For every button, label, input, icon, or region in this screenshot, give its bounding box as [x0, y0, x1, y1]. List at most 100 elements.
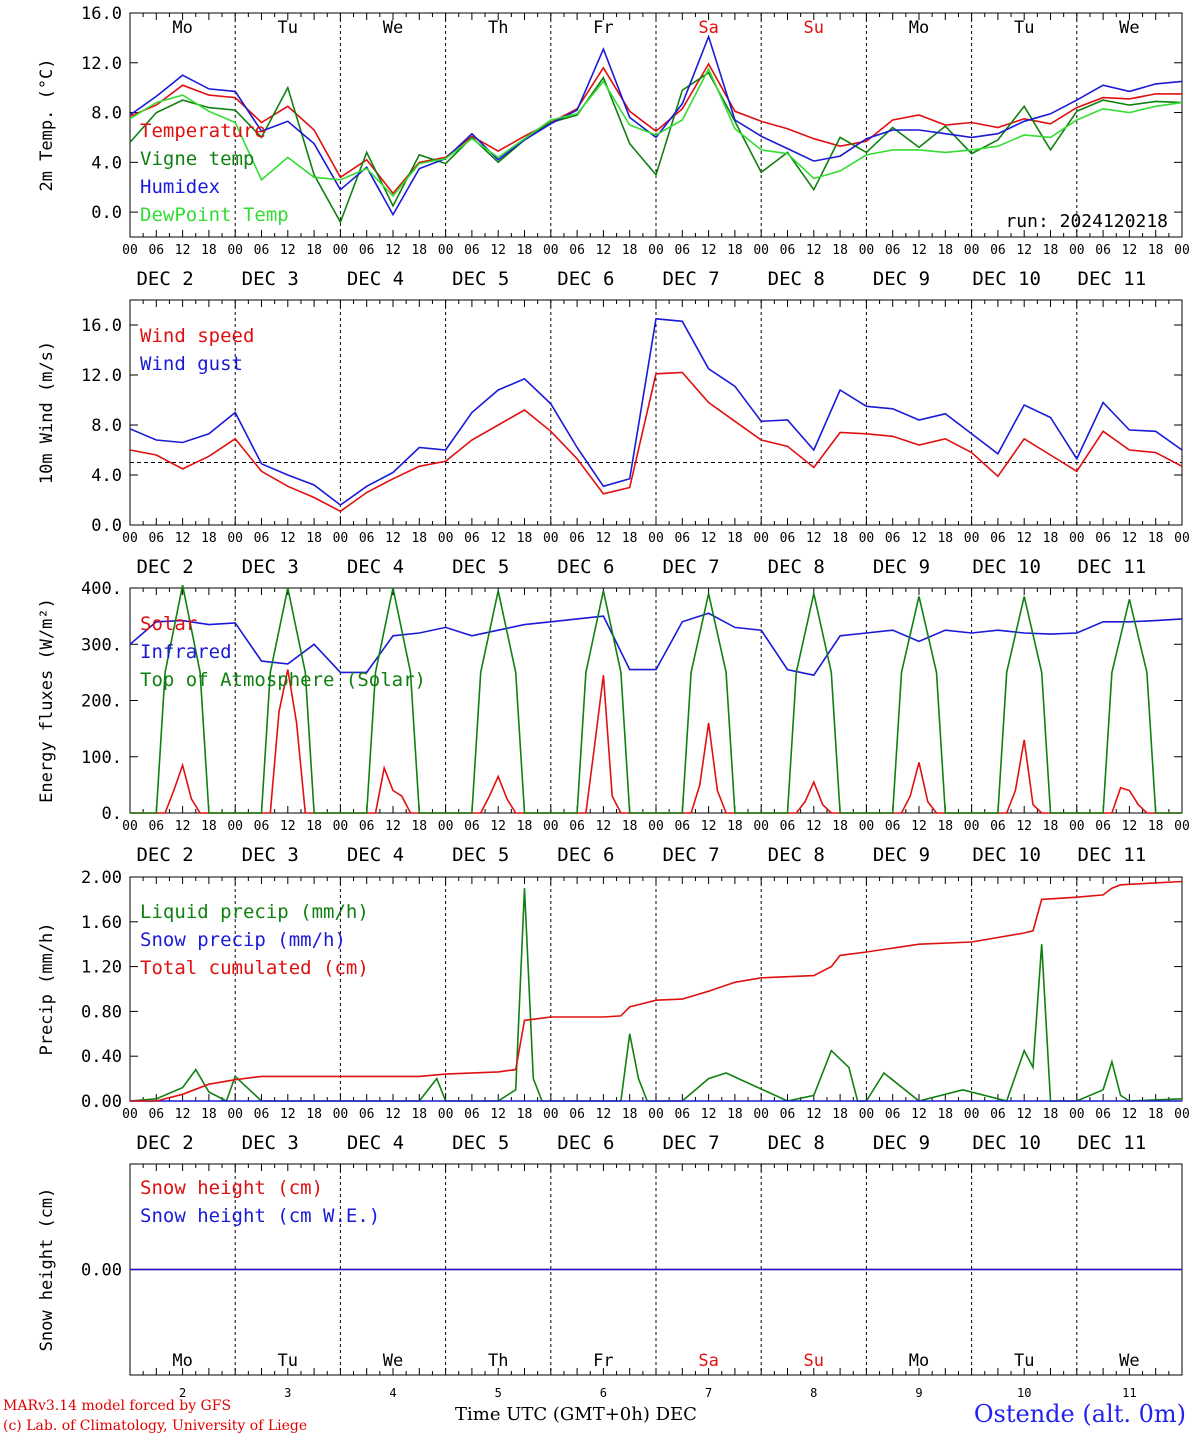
hour-tick-label: 00 [753, 531, 769, 546]
y-tick-label: 0.40 [81, 1047, 122, 1067]
hour-tick-label: 12 [175, 819, 191, 834]
date-label: DEC 10 [972, 556, 1041, 578]
panel-5: Snow height (cm) [37, 1163, 1183, 1376]
hour-tick-label: 12 [385, 531, 401, 546]
hour-tick-label: 06 [885, 819, 901, 834]
hour-tick-label: 06 [990, 819, 1006, 834]
y-tick-label: 8.0 [91, 104, 122, 124]
hour-tick-label: 06 [569, 531, 585, 546]
day-number-label: 6 [600, 1386, 607, 1400]
hour-tick-label: 00 [333, 243, 349, 258]
y-tick-label: 12.0 [81, 54, 122, 74]
hour-tick-label: 06 [148, 1107, 164, 1122]
hour-tick-label: 06 [569, 1107, 585, 1122]
hour-tick-label: 12 [385, 243, 401, 258]
day-number-label: 10 [1017, 1386, 1031, 1400]
hour-tick-label: 00 [1069, 531, 1085, 546]
hour-tick-label: 18 [517, 243, 533, 258]
hour-tick-label: 18 [727, 531, 743, 546]
hour-tick-label: 00 [1069, 243, 1085, 258]
legend-entry: Temperature [140, 120, 266, 142]
y-tick-label: 16.0 [81, 316, 122, 336]
hour-tick-label: 18 [411, 531, 427, 546]
date-label: DEC 5 [452, 556, 509, 578]
date-label: DEC 9 [873, 268, 930, 290]
hour-tick-label: 12 [1016, 819, 1032, 834]
weekday-label: Fr [593, 1351, 613, 1371]
hour-tick-label: 00 [333, 531, 349, 546]
date-label: DEC 5 [452, 1132, 509, 1154]
panel-4: Precip (mm/h) [37, 876, 1183, 1103]
y-tick-label: 0.0 [91, 203, 122, 223]
hour-tick-label: 12 [596, 531, 612, 546]
weekday-label: We [383, 1351, 403, 1371]
y-tick-label: 12.0 [81, 366, 122, 386]
date-label: DEC 3 [242, 1132, 299, 1154]
hour-tick-label: 18 [411, 819, 427, 834]
weekday-label: Tu [278, 1351, 298, 1371]
legend-entry: Wind speed [140, 325, 254, 347]
weekday-label: Tu [278, 18, 298, 38]
hour-tick-label: 12 [280, 1107, 296, 1122]
legend-entry: Total cumulated (cm) [140, 957, 369, 979]
hour-tick-label: 12 [1122, 819, 1138, 834]
hour-tick-label: 00 [1069, 1107, 1085, 1122]
hour-tick-label: 12 [490, 1107, 506, 1122]
hour-tick-label: 06 [254, 531, 270, 546]
y-tick-label: 0.0 [91, 516, 122, 536]
hour-tick-label: 06 [464, 1107, 480, 1122]
hour-tick-label: 00 [438, 1107, 454, 1122]
hour-tick-label: 00 [1174, 1107, 1190, 1122]
date-label: DEC 2 [136, 268, 193, 290]
y-axis-label: Energy fluxes (W/m²) [37, 598, 57, 803]
hour-tick-label: 12 [596, 1107, 612, 1122]
date-label: DEC 2 [136, 556, 193, 578]
hour-tick-label: 00 [753, 819, 769, 834]
hour-tick-label: 06 [254, 819, 270, 834]
hour-tick-label: 06 [464, 819, 480, 834]
hour-tick-label: 18 [727, 1107, 743, 1122]
date-label: DEC 9 [873, 556, 930, 578]
hour-tick-label: 00 [227, 243, 243, 258]
day-number-label: 3 [284, 1386, 291, 1400]
hour-tick-label: 18 [1148, 819, 1164, 834]
hour-tick-label: 18 [937, 819, 953, 834]
hour-tick-label: 06 [359, 819, 375, 834]
hour-tick-label: 18 [727, 819, 743, 834]
hour-tick-label: 00 [227, 819, 243, 834]
hour-tick-label: 18 [517, 819, 533, 834]
hour-tick-label: 00 [964, 531, 980, 546]
legend-entry: Snow height (cm) [140, 1177, 323, 1199]
date-label: DEC 3 [242, 268, 299, 290]
series-line-temperature [129, 62, 1182, 195]
hour-tick-label: 12 [1016, 243, 1032, 258]
hour-tick-label: 12 [280, 243, 296, 258]
hour-tick-label: 12 [806, 1107, 822, 1122]
hour-tick-label: 06 [990, 243, 1006, 258]
date-label: DEC 5 [452, 268, 509, 290]
hour-tick-label: 00 [543, 1107, 559, 1122]
y-tick-label: 100. [81, 748, 122, 768]
hour-tick-label: 18 [832, 243, 848, 258]
hour-tick-label: 00 [543, 243, 559, 258]
weekday-label: Sa [698, 1351, 718, 1371]
date-label: DEC 7 [662, 268, 719, 290]
series-line-dewpoint-temp [129, 67, 1183, 198]
hour-tick-label: 00 [964, 1107, 980, 1122]
hour-tick-label: 12 [1016, 531, 1032, 546]
hour-tick-label: 12 [911, 819, 927, 834]
station-title: Ostende (alt. 0m) [973, 1400, 1186, 1428]
date-label: DEC 8 [768, 844, 825, 866]
hour-tick-label: 12 [596, 243, 612, 258]
date-label: DEC 6 [557, 844, 614, 866]
hour-tick-label: 06 [674, 531, 690, 546]
hour-tick-label: 12 [280, 531, 296, 546]
hour-tick-label: 00 [859, 1107, 875, 1122]
date-label: DEC 4 [347, 844, 404, 866]
hour-tick-label: 00 [438, 819, 454, 834]
hour-tick-label: 18 [1043, 1107, 1059, 1122]
hour-tick-label: 06 [885, 531, 901, 546]
hour-tick-label: 00 [122, 819, 138, 834]
hour-tick-label: 00 [227, 1107, 243, 1122]
